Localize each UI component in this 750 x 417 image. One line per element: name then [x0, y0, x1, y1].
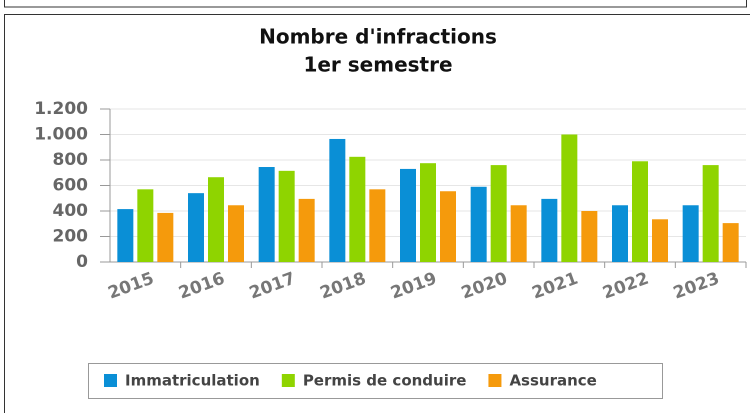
bar	[228, 205, 244, 262]
bar	[117, 209, 133, 262]
x-tick-label: 2017	[247, 269, 298, 304]
bar	[683, 205, 699, 262]
legend-swatch	[488, 374, 501, 387]
y-tick-label: 400	[53, 201, 89, 221]
bar	[541, 199, 557, 262]
legend-swatch	[104, 374, 117, 387]
bar	[561, 135, 577, 263]
y-tick-label: 0	[76, 252, 88, 272]
bar	[329, 139, 345, 262]
bar	[420, 163, 436, 262]
bar	[440, 191, 456, 262]
bar	[188, 193, 204, 262]
x-tick-label: 2019	[388, 269, 439, 304]
bar	[703, 165, 719, 262]
bar	[511, 205, 527, 262]
x-tick-label: 2015	[105, 269, 156, 304]
legend-label: Immatriculation	[125, 372, 260, 390]
bar	[369, 189, 385, 262]
y-tick-label: 600	[53, 176, 89, 196]
bar	[299, 199, 315, 262]
x-tick-label: 2016	[176, 269, 227, 304]
bar	[723, 223, 739, 262]
bar	[349, 157, 365, 262]
x-tick-label: 2023	[671, 269, 722, 304]
legend-swatch	[282, 374, 295, 387]
bar	[632, 161, 648, 262]
bar	[612, 205, 628, 262]
legend-label: Permis de conduire	[303, 372, 467, 390]
y-tick-label: 800	[53, 150, 89, 170]
bar	[157, 213, 173, 262]
bar	[491, 165, 507, 262]
x-tick-label: 2018	[317, 269, 368, 304]
y-tick-label: 1.200	[34, 99, 88, 119]
bar	[208, 177, 224, 262]
x-tick-label: 2022	[600, 269, 651, 304]
y-tick-label: 1.000	[34, 125, 88, 145]
chart-title: Nombre d'infractions	[259, 25, 497, 49]
top-panel	[5, 0, 747, 7]
bar	[652, 219, 668, 262]
x-tick-label: 2021	[529, 269, 580, 304]
y-tick-label: 200	[53, 227, 89, 247]
chart-subtitle: 1er semestre	[303, 53, 452, 77]
bar	[471, 187, 487, 262]
bar	[279, 171, 295, 262]
bar	[137, 189, 153, 262]
bar	[259, 167, 275, 262]
bar	[400, 169, 416, 262]
bar	[581, 211, 597, 262]
x-tick-label: 2020	[459, 269, 510, 304]
legend-label: Assurance	[509, 372, 596, 390]
